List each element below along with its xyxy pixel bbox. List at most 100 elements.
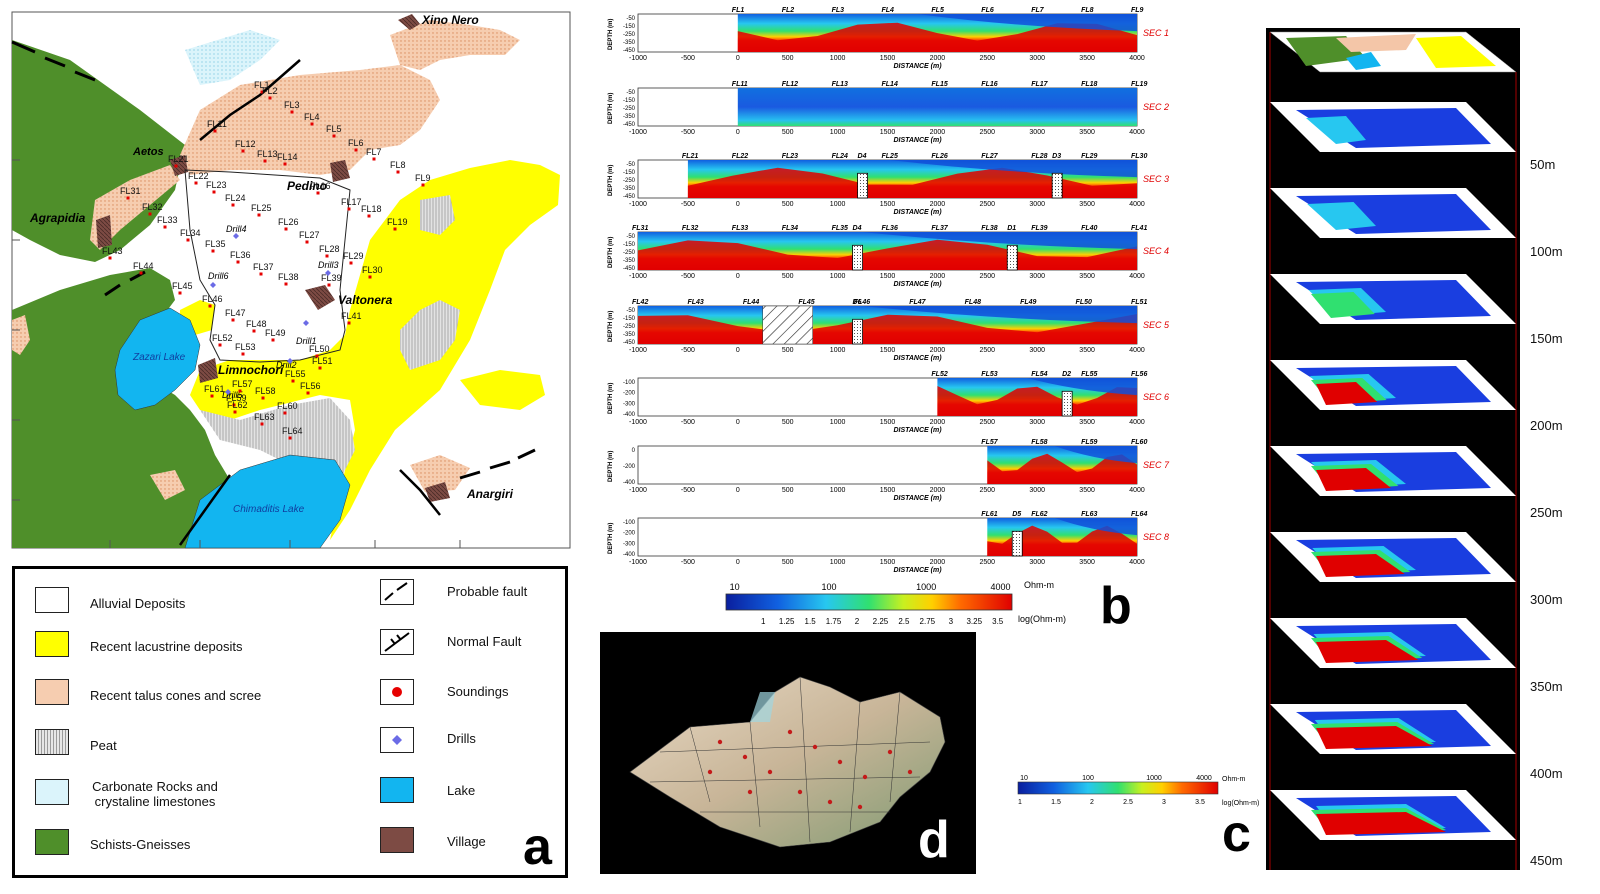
- sounding-point: FL26: [278, 217, 299, 231]
- station-label: FL26: [931, 153, 947, 160]
- station-label: FL44: [743, 299, 759, 306]
- sounding-point: FL48: [246, 319, 267, 333]
- sounding-label: FL53: [235, 342, 256, 352]
- depth-tick: -350: [623, 332, 636, 338]
- sounding-point: FL58: [255, 386, 276, 400]
- surface-sounding-dot: [767, 769, 773, 775]
- x-tick: 3500: [1079, 273, 1095, 280]
- surface-sounding-dot: [857, 804, 863, 810]
- x-tick: -1000: [629, 201, 647, 208]
- station-label: FL36: [882, 225, 898, 232]
- label-drill: Drill5: [222, 390, 243, 400]
- x-tick: 3500: [1079, 419, 1095, 426]
- depth-tick: -50: [626, 90, 635, 96]
- peat-area-1: [420, 195, 455, 235]
- x-tick: 3000: [1029, 55, 1045, 62]
- label-pedino: Pedino: [287, 179, 327, 193]
- sounding-label: FL27: [299, 230, 320, 240]
- sounding-point: FL53: [235, 342, 256, 356]
- station-label: FL41: [1131, 225, 1147, 232]
- sounding-point: FL14: [277, 152, 298, 166]
- sounding-point: FL60: [277, 401, 298, 415]
- sounding-point: FL45: [172, 281, 193, 295]
- station-label: FL39: [1031, 225, 1047, 232]
- depth-tick: -150: [623, 242, 636, 248]
- station-label: FL5: [931, 7, 944, 14]
- label-zazari-lake: Zazari Lake: [132, 352, 186, 363]
- depth-tick: -150: [623, 316, 636, 322]
- sounding-label: FL35: [205, 239, 226, 249]
- depth-tick: -400: [623, 552, 636, 558]
- village-xino-nero: [398, 14, 420, 30]
- section-profile: D5 FL61 FL62 FL63 FL64 -100 -200 -300 -400 DEPTH …: [608, 511, 1169, 574]
- sounding-label: FL55: [285, 369, 306, 379]
- depth-tick: -450: [623, 194, 636, 200]
- surface-sounding-dot: [717, 739, 723, 745]
- surface-model: [629, 676, 946, 848]
- surface-sounding-dot: [797, 789, 803, 795]
- x-tick: 4000: [1129, 559, 1145, 566]
- x-tick: 500: [782, 273, 794, 280]
- depth-tick: -400: [623, 412, 636, 418]
- x-tick: 0: [736, 201, 740, 208]
- x-tick: 2500: [980, 559, 996, 566]
- section-profile: FL57 FL58 FL59 FL60 0 -200 -400 DEPTH (m) -1000 -…: [608, 439, 1170, 502]
- x-tick: 2500: [980, 55, 996, 62]
- sounding-point: FL35: [205, 239, 226, 253]
- sounding-point: FL25: [251, 203, 272, 217]
- station-label: FL55: [1081, 371, 1097, 378]
- depth-tick: -350: [623, 258, 636, 264]
- station-label: FL18: [1081, 81, 1097, 88]
- station-label: FL56: [1131, 371, 1147, 378]
- sounding-point: FL4: [304, 112, 320, 126]
- x-tick: -500: [681, 201, 695, 208]
- x-tick: 3000: [1029, 129, 1045, 136]
- colorbar-top-tick: 100: [821, 582, 836, 592]
- normal-fault-line-1: [199, 59, 301, 141]
- sounding-label: FL50: [309, 344, 330, 354]
- depth-slice-label: 200m: [1530, 418, 1563, 433]
- depth-tick: -300: [623, 541, 636, 547]
- village-anargiri: [425, 482, 450, 502]
- sounding-point: FL28: [319, 244, 340, 258]
- colorbar-bottom-tick: 3.25: [966, 617, 982, 626]
- station-label: FL4: [882, 7, 895, 14]
- x-tick: 0: [736, 347, 740, 354]
- depth-axis-label: DEPTH (m): [608, 523, 614, 554]
- depth-slice: [1270, 618, 1516, 668]
- x-tick: 1500: [880, 201, 896, 208]
- depth-tick: -450: [623, 122, 636, 128]
- station-label: FL38: [981, 225, 997, 232]
- station-label: FL48: [965, 299, 981, 306]
- sounding-label: FL49: [265, 328, 286, 338]
- sounding-label: FL56: [300, 381, 321, 391]
- sounding-label: FL24: [225, 193, 246, 203]
- x-tick: 4000: [1129, 129, 1145, 136]
- sounding-label: FL64: [282, 426, 303, 436]
- station-label: FL2: [782, 7, 795, 14]
- sounding-point: FL55: [285, 369, 306, 383]
- station-label: FL63: [1081, 511, 1097, 518]
- station-label: FL49: [1020, 299, 1036, 306]
- panel-c-depth-slices: [1266, 28, 1520, 870]
- label-drill: Drill4: [226, 224, 247, 234]
- section-name: SEC 2: [1143, 102, 1169, 112]
- x-tick: -1000: [629, 129, 647, 136]
- x-tick: 3000: [1029, 559, 1045, 566]
- station-label: FL22: [732, 153, 748, 160]
- sounding-point: FL47: [225, 308, 246, 322]
- x-tick: 0: [736, 55, 740, 62]
- sounding-point: FL1: [254, 80, 270, 94]
- x-tick: 1500: [880, 273, 896, 280]
- station-label: FL35: [832, 225, 848, 232]
- station-label: FL16: [981, 81, 997, 88]
- depth-axis-label: DEPTH (m): [608, 311, 614, 342]
- sounding-dot-icon: [380, 679, 414, 705]
- sounding-label: FL4: [304, 112, 320, 122]
- legend-label: Recent lacustrine deposits: [90, 639, 243, 654]
- surface-sounding-dot: [837, 759, 843, 765]
- sounding-label: FL23: [206, 180, 227, 190]
- station-label: FL47: [909, 299, 926, 306]
- station-label: FL34: [782, 225, 798, 232]
- slices-stack: [1269, 31, 1517, 870]
